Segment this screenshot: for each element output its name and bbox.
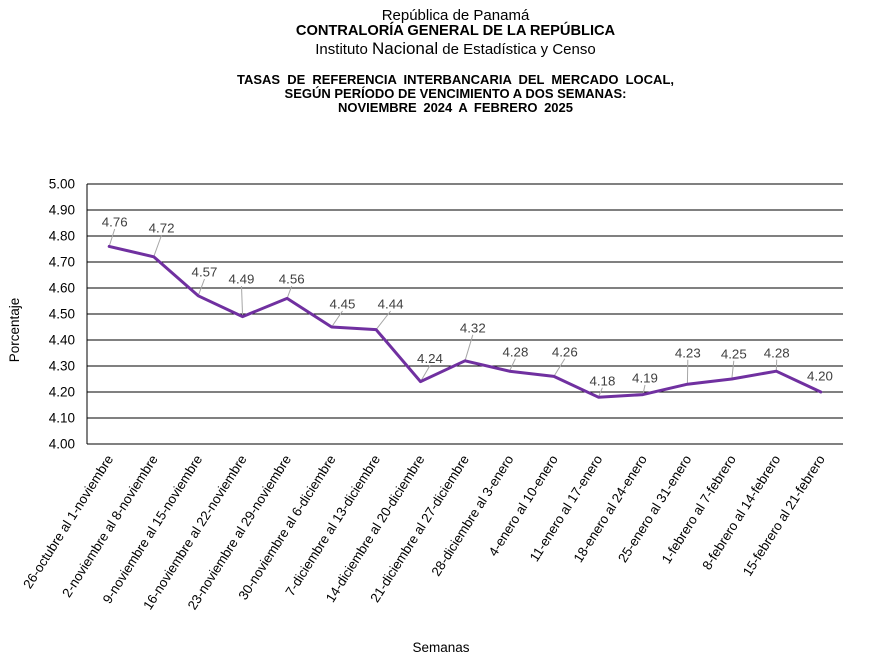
svg-text:15-febrero al 21-febrero: 15-febrero al 21-febrero: [740, 452, 828, 579]
svg-text:4.25: 4.25: [721, 347, 747, 362]
svg-text:4.24: 4.24: [417, 351, 443, 366]
svg-text:4.20: 4.20: [49, 385, 75, 400]
svg-text:4.26: 4.26: [552, 344, 578, 359]
svg-text:4.10: 4.10: [49, 411, 75, 426]
svg-text:4.44: 4.44: [378, 297, 404, 312]
svg-text:4.90: 4.90: [49, 203, 75, 218]
svg-text:4.70: 4.70: [49, 255, 75, 270]
svg-text:4.18: 4.18: [589, 373, 615, 388]
svg-text:4.72: 4.72: [149, 221, 175, 236]
svg-text:Semanas: Semanas: [412, 640, 469, 655]
svg-text:4.40: 4.40: [49, 333, 75, 348]
svg-text:4.60: 4.60: [49, 281, 75, 296]
svg-text:4.20: 4.20: [807, 368, 833, 383]
svg-text:4.30: 4.30: [49, 359, 75, 374]
svg-text:4.19: 4.19: [632, 371, 658, 386]
svg-text:4.57: 4.57: [192, 265, 218, 280]
svg-text:5.00: 5.00: [49, 177, 75, 192]
svg-text:4.00: 4.00: [49, 437, 75, 452]
svg-text:4.56: 4.56: [279, 272, 305, 287]
svg-text:28-diciembre al 3-enero: 28-diciembre al 3-enero: [428, 452, 516, 579]
svg-text:26-octubre al 1-noviembre: 26-octubre al 1-noviembre: [20, 452, 116, 591]
svg-text:4.32: 4.32: [460, 321, 486, 336]
svg-text:4.80: 4.80: [49, 229, 75, 244]
svg-text:8-febrero al 14-febrero: 8-febrero al 14-febrero: [699, 452, 783, 572]
svg-text:4.49: 4.49: [229, 272, 255, 287]
svg-text:4.50: 4.50: [49, 307, 75, 322]
svg-text:4.28: 4.28: [764, 345, 790, 360]
svg-text:4.23: 4.23: [675, 345, 701, 360]
svg-text:Porcentaje: Porcentaje: [7, 298, 22, 363]
svg-text:4.28: 4.28: [502, 344, 528, 359]
svg-text:4.76: 4.76: [102, 215, 128, 230]
svg-text:4.45: 4.45: [330, 297, 356, 312]
